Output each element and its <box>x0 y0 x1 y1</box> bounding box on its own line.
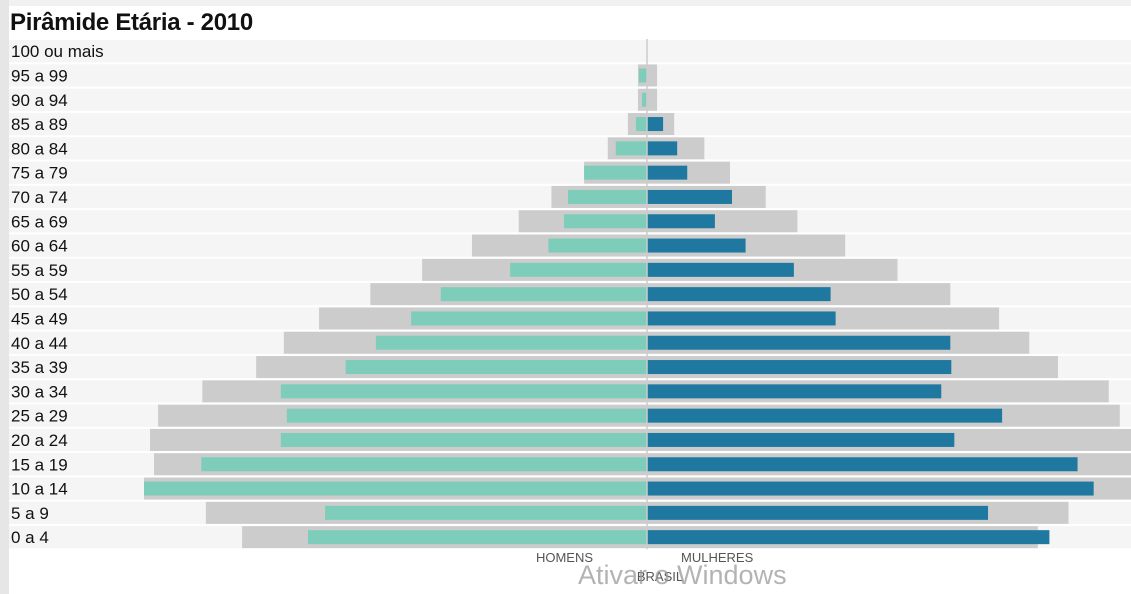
homens-bar <box>201 457 648 472</box>
homens-bar <box>286 408 647 423</box>
age-group-label: 90 a 94 <box>11 91 68 110</box>
mulheres-bar <box>647 262 794 277</box>
homens-bar <box>568 189 647 204</box>
legend-brasil-label: BRASIL <box>637 569 683 584</box>
age-group-label: 55 a 59 <box>11 261 68 280</box>
age-group-label: 45 a 49 <box>11 309 68 328</box>
homens-bar <box>635 117 647 132</box>
homens-bar <box>615 141 647 156</box>
mulheres-bar <box>647 432 955 447</box>
row-band <box>9 64 1131 87</box>
homens-bar <box>584 165 647 180</box>
mulheres-bar <box>647 505 989 520</box>
legend-mulheres-label: MULHERES <box>681 550 754 565</box>
mulheres-bar <box>647 214 715 229</box>
mulheres-bar <box>647 360 952 375</box>
age-group-label: 0 a 4 <box>11 528 49 547</box>
homens-bar <box>510 262 647 277</box>
legend-homens-label: HOMENS <box>536 550 593 565</box>
mulheres-bar <box>647 141 678 156</box>
homens-bar <box>564 214 647 229</box>
homens-bar <box>375 335 647 350</box>
homens-bar <box>638 68 647 83</box>
mulheres-bar <box>647 238 746 253</box>
homens-bar <box>307 530 647 545</box>
homens-bar <box>325 505 647 520</box>
homens-bar <box>548 238 647 253</box>
age-group-label: 15 a 19 <box>11 455 68 474</box>
mulheres-bar <box>647 311 836 326</box>
row-band <box>9 112 1131 136</box>
row-band <box>9 88 1131 111</box>
age-group-label: 10 a 14 <box>11 480 68 499</box>
age-group-label: 70 a 74 <box>11 188 68 207</box>
age-group-label: 20 a 24 <box>11 431 68 450</box>
mulheres-bar <box>647 481 1094 496</box>
mulheres-bar <box>647 408 1003 423</box>
age-group-label: 40 a 44 <box>11 334 68 353</box>
mulheres-bar <box>647 335 951 350</box>
row-band <box>9 40 1131 63</box>
homens-bar <box>280 432 647 447</box>
windows-activation-watermark: Ativar o Windows <box>578 560 787 590</box>
homens-bar <box>280 384 647 399</box>
age-group-label: 100 ou mais <box>11 42 104 61</box>
row-band <box>9 137 1131 160</box>
mulheres-bar <box>647 384 942 399</box>
mulheres-bar <box>647 287 831 302</box>
age-group-label: 35 a 39 <box>11 358 68 377</box>
age-group-label: 30 a 34 <box>11 382 68 401</box>
age-group-label: 60 a 64 <box>11 237 68 256</box>
homens-bar <box>345 360 647 375</box>
left-border <box>0 0 9 594</box>
row-band <box>9 161 1131 184</box>
mulheres-bar <box>647 117 664 132</box>
top-strip <box>9 0 1131 6</box>
age-group-label: 80 a 84 <box>11 139 68 158</box>
homens-bar <box>411 311 647 326</box>
homens-bar <box>641 92 647 107</box>
age-group-label: 85 a 89 <box>11 115 68 134</box>
homens-bar <box>144 481 647 496</box>
brasil-bar-right <box>647 64 658 87</box>
age-group-label: 5 a 9 <box>11 504 49 523</box>
chart-title: Pirâmide Etária - 2010 <box>10 9 253 36</box>
age-group-label: 95 a 99 <box>11 66 68 85</box>
mulheres-bar <box>647 457 1078 472</box>
mulheres-bar <box>647 189 733 204</box>
homens-bar <box>440 287 647 302</box>
age-group-label: 50 a 54 <box>11 285 68 304</box>
mulheres-bar <box>647 165 688 180</box>
age-group-label: 65 a 69 <box>11 212 68 231</box>
mulheres-bar <box>647 530 1050 545</box>
age-group-label: 75 a 79 <box>11 164 68 183</box>
brasil-bar-right <box>647 88 658 111</box>
age-group-label: 25 a 29 <box>11 407 68 426</box>
